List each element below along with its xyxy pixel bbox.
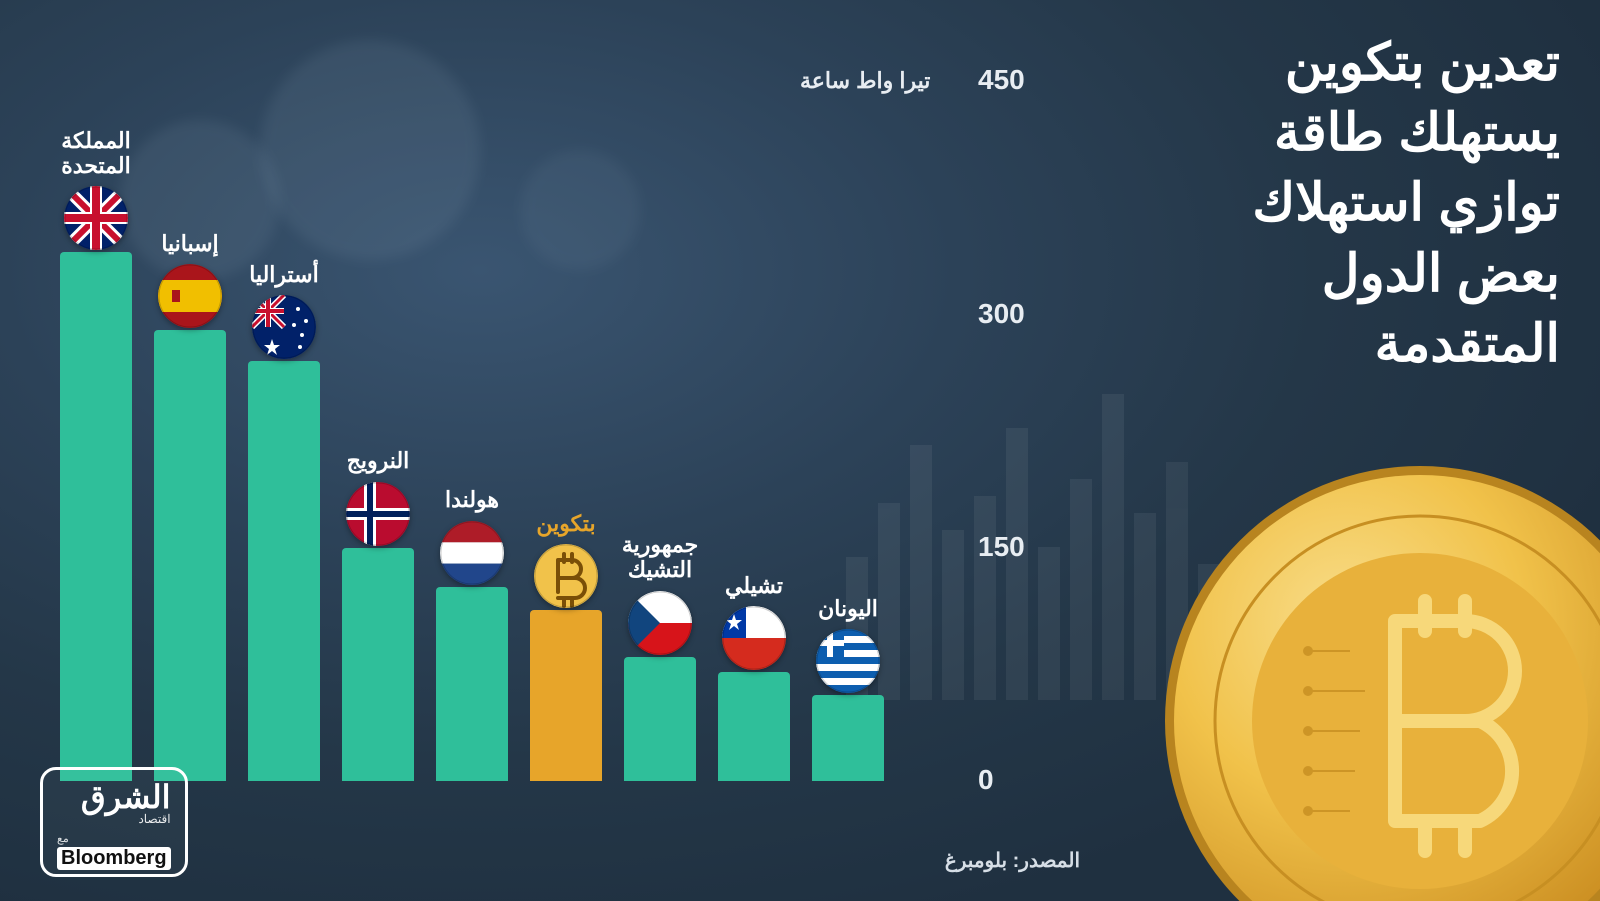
flag-cz-icon bbox=[628, 591, 692, 655]
logo-partner: Bloomberg bbox=[57, 847, 171, 870]
headline-line: بعض الدول bbox=[1252, 239, 1560, 309]
bar-label: النرويج bbox=[308, 448, 448, 473]
publisher-logo: الشرق اقتصاد مع Bloomberg bbox=[40, 767, 188, 877]
bitcoin-coin-illustration: DECENTRALIZED DIGITAL CURRENCY · BLOCKCH… bbox=[1160, 461, 1600, 901]
infographic-canvas: تعدين بتكوينيستهلك طاقةتوازي استهلاكبعض … bbox=[0, 0, 1600, 901]
flag-cl-icon bbox=[722, 606, 786, 670]
headline-line: توازي استهلاك bbox=[1252, 168, 1560, 238]
bar-label: أستراليا bbox=[214, 262, 354, 287]
bar-rect bbox=[812, 695, 884, 781]
headline-line: يستهلك طاقة bbox=[1252, 98, 1560, 168]
logo-with: مع bbox=[57, 832, 171, 845]
bar-rect bbox=[60, 252, 132, 781]
bar-rect bbox=[624, 657, 696, 781]
headline: تعدين بتكوينيستهلك طاقةتوازي استهلاكبعض … bbox=[1252, 28, 1560, 379]
y-tick-label: 150 bbox=[978, 531, 1025, 563]
logo-brand: الشرق bbox=[57, 778, 171, 816]
svg-text:DECENTRALIZED DIGITAL CURRENCY: DECENTRALIZED DIGITAL CURRENCY · BLOCKCH… bbox=[1160, 461, 1169, 466]
bitcoin-icon bbox=[534, 544, 598, 608]
bar-rect bbox=[342, 548, 414, 781]
bar-rect bbox=[154, 330, 226, 781]
coin-ring-text: DECENTRALIZED DIGITAL CURRENCY · BLOCKCH… bbox=[1160, 461, 1169, 466]
bar-rect bbox=[436, 587, 508, 781]
energy-bar-chart: 0150300450 تيرا واط ساعة المملكةالمتحدةإ… bbox=[60, 81, 960, 781]
flag-au-icon bbox=[252, 295, 316, 359]
bar-rect bbox=[718, 672, 790, 781]
bar-label: المملكةالمتحدة bbox=[26, 128, 166, 179]
bar-label: هولندا bbox=[402, 487, 542, 512]
bar-label: تشيلي bbox=[684, 573, 824, 598]
flag-gr-icon bbox=[816, 629, 880, 693]
headline-line: تعدين بتكوين bbox=[1252, 28, 1560, 98]
flag-no-icon bbox=[346, 482, 410, 546]
bar-rect bbox=[248, 361, 320, 781]
bar-label: اليونان bbox=[778, 596, 918, 621]
y-tick-label: 300 bbox=[978, 298, 1025, 330]
flag-es-icon bbox=[158, 264, 222, 328]
source-attribution: المصدر: بلومبرغ bbox=[945, 848, 1080, 873]
y-tick-label: 0 bbox=[978, 764, 994, 796]
headline-line: المتقدمة bbox=[1252, 309, 1560, 379]
bar-rect bbox=[530, 610, 602, 781]
flag-nl-icon bbox=[440, 521, 504, 585]
y-tick-label: 450 bbox=[978, 64, 1025, 96]
logo-subline: اقتصاد bbox=[57, 812, 171, 826]
bar-label: إسبانيا bbox=[120, 231, 260, 256]
flag-uk-icon bbox=[64, 186, 128, 250]
